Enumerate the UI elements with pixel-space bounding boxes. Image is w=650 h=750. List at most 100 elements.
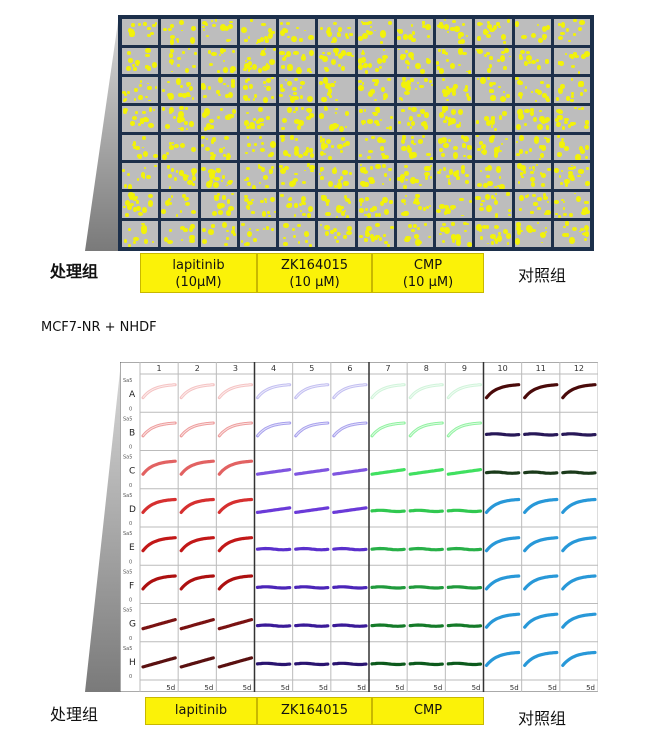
cell-blob [517,163,523,169]
plate-well [553,192,590,219]
cell-blob [482,28,489,35]
cell-blob [422,207,427,211]
cell-blob [536,58,539,63]
cell-blob [441,222,446,226]
cell-blob [169,107,175,114]
plate-well [553,221,590,247]
cell-blob [430,156,433,160]
cell-blob [438,148,444,153]
cell-blob [424,223,428,226]
cell-blob [300,200,304,203]
cell-blob [327,87,333,94]
plate-well [122,134,159,161]
cell-blob [346,51,352,57]
plate-well [396,134,433,161]
cell-blob [381,58,387,63]
cell-blob [419,184,423,187]
cell-blob [217,115,221,120]
cell-blob [583,88,588,92]
cell-blob [263,197,268,202]
cell-blob [540,172,547,179]
cell-blob [124,92,128,96]
growth-curve [561,470,597,475]
cell-blob [255,119,260,124]
cell-blob [262,81,266,84]
cell-blob [211,210,218,217]
cell-blob [283,241,288,246]
cell-blob [346,36,349,39]
cell-blob [297,224,301,228]
growth-curve-highlight [180,422,214,437]
cell-blob [508,55,511,58]
cell-blob [251,211,255,214]
cell-blob [326,51,332,55]
cell-blob [140,172,146,178]
cell-blob [332,122,338,129]
cell-blob [162,153,168,160]
cell-blob [130,203,135,207]
cell-blob [169,24,174,28]
cell-blob [389,226,394,230]
cell-blob [532,166,536,170]
cell-blob [452,145,459,151]
growth-curve [332,623,368,628]
cell-blob [285,21,290,25]
cell-blob [178,93,183,98]
cell-blob [389,115,393,120]
plate-well [200,105,237,132]
cell-blob [533,117,538,123]
plate-well [553,163,590,190]
gradient-wedge-top [85,15,119,251]
cell-blob [406,62,410,66]
cell-blob [373,111,379,117]
cell-blob [562,200,565,204]
cell-blob [496,148,500,151]
cell-blob [321,96,327,103]
x-tick-label: 5d [204,684,213,692]
cell-blob [271,228,274,232]
cell-blob [149,107,153,112]
cell-blob [122,169,126,172]
cell-blob [344,194,348,199]
cell-blob [570,98,575,103]
cell-blob [208,228,214,235]
cell-blob [537,206,541,210]
cell-blob [585,209,590,215]
cell-blob [175,213,179,217]
cell-blob [244,59,248,62]
cell-blob [578,169,584,174]
cell-blob [303,151,308,156]
cell-blob [279,167,286,175]
cell-blob [252,185,256,190]
cell-blob [402,77,406,81]
plate-well [239,105,276,132]
cell-blob [519,229,524,233]
cell-blob [401,146,407,152]
cell-blob [307,213,311,218]
cell-blob [308,49,314,56]
cell-blob [299,85,303,89]
cell-blob [426,59,431,65]
cell-blob [303,169,306,172]
treatment-dose: (10 μM) [402,275,454,290]
cell-blob [319,223,323,227]
cell-blob [360,57,367,63]
cell-blob [451,222,455,227]
cell-blob [447,87,452,94]
cell-blob [326,201,330,206]
cell-blob [305,150,309,153]
cell-blob [493,199,498,205]
cell-blob [501,34,507,41]
growth-curve [255,623,292,628]
cell-blob [464,180,469,185]
cell-blob [378,213,382,218]
cell-blob [503,41,507,44]
cell-blob [559,182,564,186]
cell-blob [578,145,584,152]
cell-blob [557,62,560,66]
plate-well [553,19,590,45]
cell-blob [426,152,432,157]
cell-blob [261,22,266,27]
growth-curve [370,585,406,590]
cell-blob [554,117,559,123]
